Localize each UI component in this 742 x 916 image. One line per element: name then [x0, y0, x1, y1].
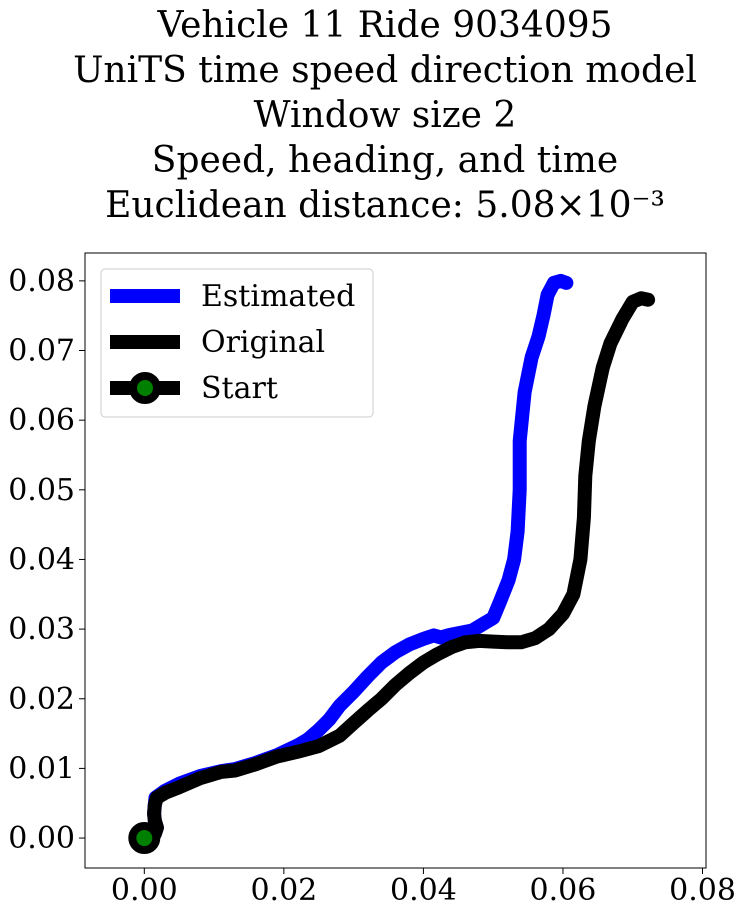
start-marker — [128, 822, 161, 855]
x-tick-label: 0.02 — [250, 873, 317, 908]
legend-label: Original — [201, 325, 325, 360]
x-tick-label: 0.06 — [530, 873, 597, 908]
y-tick-label: 0.04 — [8, 542, 75, 577]
title-line: Euclidean distance: 5.08×10⁻³ — [105, 185, 665, 226]
title-line: Window size 2 — [254, 95, 517, 136]
x-tick-label: 0.04 — [390, 873, 457, 908]
title-line: UniTS time speed direction model — [73, 50, 697, 91]
plot-area — [128, 273, 656, 855]
y-tick-label: 0.00 — [8, 821, 75, 856]
legend-start-marker — [129, 372, 161, 404]
legend-label: Start — [201, 371, 278, 406]
axes: 0.00 0.02 0.04 0.06 0.08 0.00 0.01 0.02 0.03 0.04… — [8, 252, 736, 908]
title-line: Speed, heading, and time — [152, 140, 618, 181]
legend-item-original: Original — [110, 325, 325, 360]
x-tick-label: 0.08 — [669, 873, 736, 908]
legend-label: Estimated — [201, 279, 355, 314]
y-tick-label: 0.06 — [8, 403, 75, 438]
y-tick-label: 0.08 — [8, 264, 75, 299]
legend-box — [100, 268, 374, 418]
legend: Estimated Original Start — [100, 268, 374, 418]
y-tick-label: 0.02 — [8, 682, 75, 717]
legend-item-estimated: Estimated — [110, 279, 355, 314]
x-tick-label: 0.00 — [111, 873, 178, 908]
series-line-original — [137, 291, 656, 846]
y-tick-label: 0.05 — [8, 473, 75, 508]
title-line: Vehicle 11 Ride 9034095 — [156, 5, 612, 46]
axes-frame — [84, 252, 707, 869]
y-tick-label: 0.07 — [8, 334, 75, 369]
y-tick-label: 0.01 — [8, 751, 75, 786]
y-tick-label: 0.03 — [8, 612, 75, 647]
legend-item-start: Start — [110, 371, 278, 406]
